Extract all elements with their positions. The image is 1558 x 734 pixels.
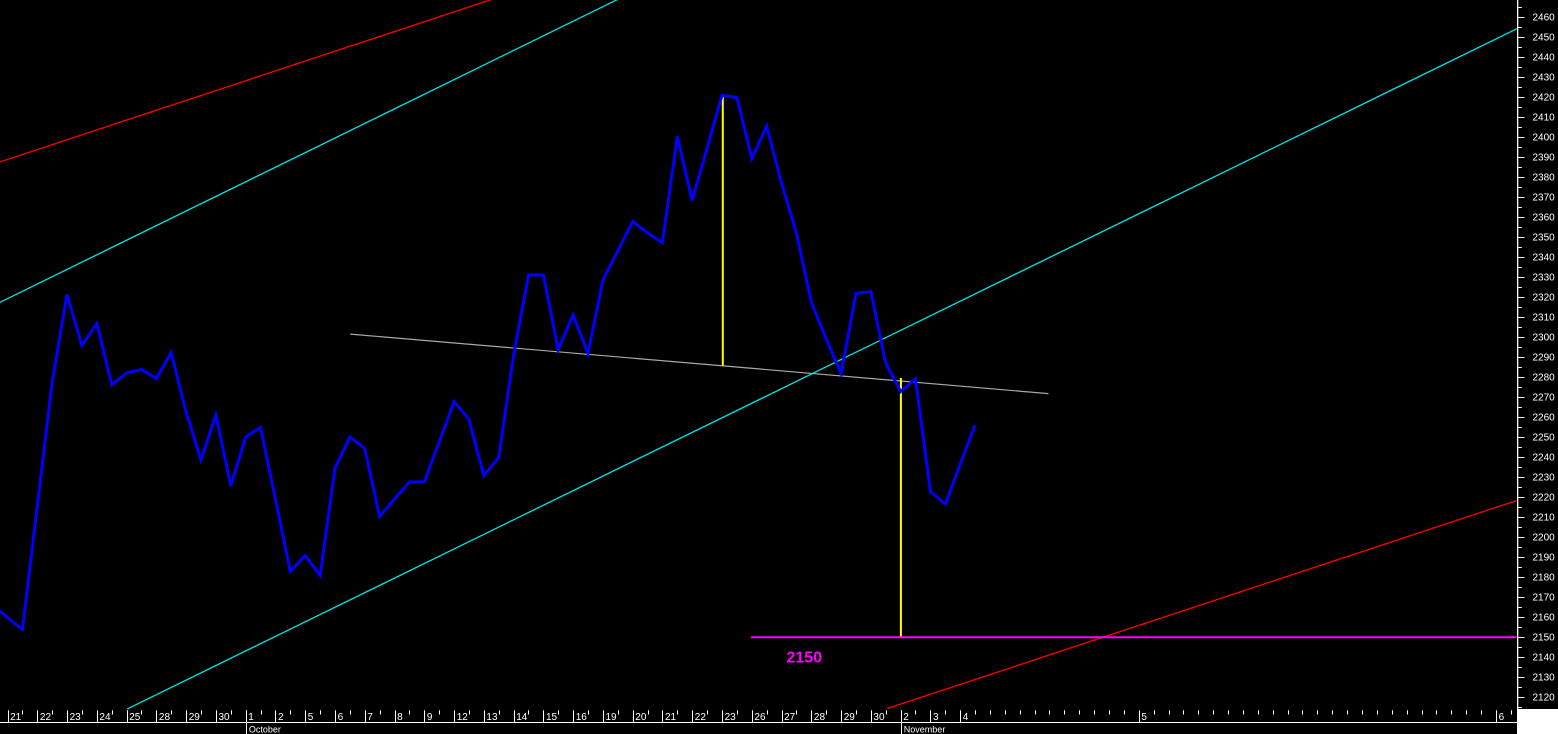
svg-text:2280: 2280: [1533, 373, 1556, 384]
svg-text:2130: 2130: [1533, 673, 1556, 684]
svg-text:2330: 2330: [1533, 273, 1556, 284]
svg-text:29: 29: [189, 712, 201, 723]
svg-text:November: November: [904, 725, 946, 734]
svg-text:October: October: [249, 725, 281, 734]
svg-text:12: 12: [457, 712, 469, 723]
svg-text:23: 23: [70, 712, 82, 723]
svg-text:14: 14: [516, 712, 528, 723]
svg-text:2450: 2450: [1533, 33, 1556, 44]
svg-text:1: 1: [248, 712, 254, 723]
svg-text:2260: 2260: [1533, 413, 1556, 424]
svg-text:22: 22: [40, 712, 52, 723]
svg-text:26: 26: [754, 712, 766, 723]
svg-text:20: 20: [635, 712, 647, 723]
svg-text:22: 22: [695, 712, 707, 723]
svg-text:2150: 2150: [787, 650, 823, 667]
svg-text:29: 29: [844, 712, 856, 723]
svg-text:19: 19: [606, 712, 618, 723]
svg-text:28: 28: [159, 712, 171, 723]
svg-text:3: 3: [933, 712, 939, 723]
svg-text:23: 23: [725, 712, 737, 723]
svg-text:2350: 2350: [1533, 233, 1556, 244]
svg-text:25: 25: [129, 712, 141, 723]
svg-text:30: 30: [219, 712, 231, 723]
svg-text:16: 16: [576, 712, 588, 723]
svg-text:2320: 2320: [1533, 293, 1556, 304]
svg-text:2340: 2340: [1533, 253, 1556, 264]
svg-text:2420: 2420: [1533, 93, 1556, 104]
svg-text:2160: 2160: [1533, 613, 1556, 624]
svg-text:2360: 2360: [1533, 213, 1556, 224]
svg-text:13: 13: [486, 712, 498, 723]
svg-text:2200: 2200: [1533, 533, 1556, 544]
svg-text:15: 15: [546, 712, 558, 723]
svg-text:6: 6: [1499, 712, 1505, 723]
svg-text:6: 6: [338, 712, 344, 723]
svg-text:2120: 2120: [1533, 693, 1556, 704]
svg-text:2460: 2460: [1533, 13, 1556, 24]
svg-text:24: 24: [99, 712, 111, 723]
svg-text:2390: 2390: [1533, 153, 1556, 164]
svg-text:9: 9: [427, 712, 433, 723]
svg-text:2: 2: [903, 712, 909, 723]
svg-text:2140: 2140: [1533, 653, 1556, 664]
svg-text:2380: 2380: [1533, 173, 1556, 184]
svg-text:2300: 2300: [1533, 333, 1556, 344]
svg-text:21: 21: [10, 712, 22, 723]
svg-text:2240: 2240: [1533, 453, 1556, 464]
svg-text:2290: 2290: [1533, 353, 1556, 364]
svg-text:30: 30: [873, 712, 885, 723]
svg-text:2370: 2370: [1533, 193, 1556, 204]
svg-text:2400: 2400: [1533, 133, 1556, 144]
svg-text:2180: 2180: [1533, 573, 1556, 584]
svg-text:2410: 2410: [1533, 113, 1556, 124]
svg-text:28: 28: [814, 712, 826, 723]
svg-text:7: 7: [367, 712, 373, 723]
svg-text:2190: 2190: [1533, 553, 1556, 564]
svg-text:2150: 2150: [1533, 633, 1556, 644]
svg-text:8: 8: [397, 712, 403, 723]
svg-text:27: 27: [784, 712, 796, 723]
svg-text:2220: 2220: [1533, 493, 1556, 504]
svg-text:2310: 2310: [1533, 313, 1556, 324]
svg-text:21: 21: [665, 712, 677, 723]
svg-text:2210: 2210: [1533, 513, 1556, 524]
svg-text:2170: 2170: [1533, 593, 1556, 604]
svg-text:2440: 2440: [1533, 53, 1556, 64]
svg-text:2430: 2430: [1533, 73, 1556, 84]
svg-text:2230: 2230: [1533, 473, 1556, 484]
svg-text:2270: 2270: [1533, 393, 1556, 404]
svg-text:2: 2: [278, 712, 284, 723]
svg-text:5: 5: [308, 712, 314, 723]
svg-text:4: 4: [963, 712, 969, 723]
svg-text:2250: 2250: [1533, 433, 1556, 444]
svg-text:5: 5: [1141, 712, 1147, 723]
